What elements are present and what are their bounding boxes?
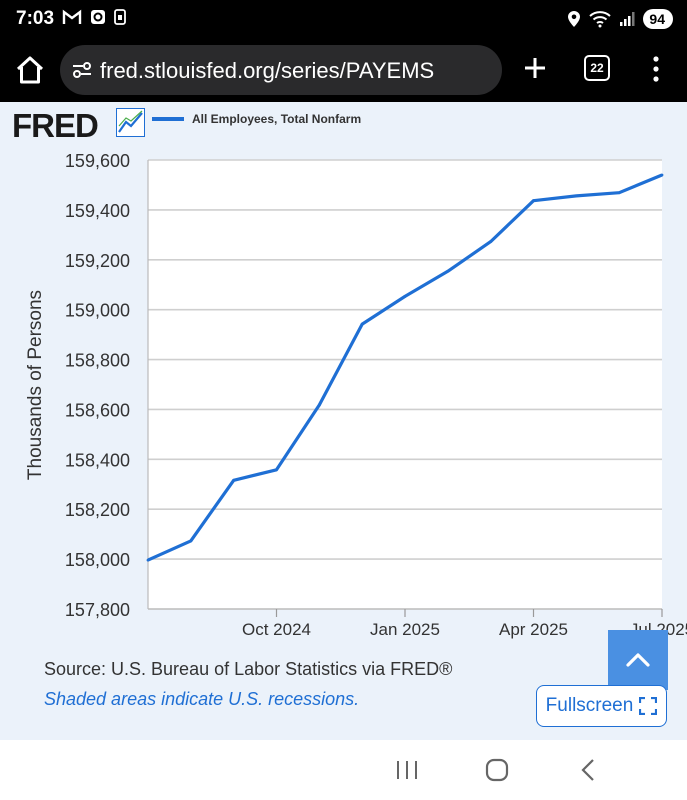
battery-icon: 94 bbox=[643, 9, 673, 29]
wifi-icon bbox=[589, 11, 612, 28]
tab-switcher-button[interactable]: 22 bbox=[584, 55, 610, 81]
data-point bbox=[232, 478, 236, 482]
status-time: 7:03 bbox=[16, 8, 55, 29]
recents-icon[interactable] bbox=[395, 759, 419, 781]
y-tick-label: 157,800 bbox=[65, 600, 130, 620]
data-point bbox=[532, 199, 535, 203]
y-tick-label: 158,600 bbox=[65, 400, 130, 420]
data-point bbox=[360, 322, 364, 326]
system-nav-bar bbox=[0, 740, 687, 800]
fred-logo[interactable]: FRED bbox=[12, 107, 99, 144]
fred-chart-icon bbox=[116, 108, 145, 137]
sim-icon bbox=[114, 9, 126, 25]
signal-icon bbox=[620, 12, 635, 26]
plot-area bbox=[148, 160, 662, 609]
line-chart: 159,600 159,400 159,200 159,000 158,800 158,6… bbox=[25, 151, 687, 639]
new-tab-icon[interactable] bbox=[520, 53, 550, 83]
data-point bbox=[660, 173, 664, 177]
scroll-to-top-button[interactable] bbox=[608, 630, 668, 690]
back-icon[interactable] bbox=[578, 758, 598, 782]
nav-home-icon[interactable] bbox=[485, 758, 509, 782]
y-axis-label: Thousands of Persons bbox=[25, 290, 46, 480]
data-point bbox=[146, 558, 150, 562]
chevron-up-icon bbox=[626, 653, 650, 667]
site-info-icon[interactable] bbox=[70, 58, 94, 82]
data-point bbox=[489, 240, 493, 243]
recession-note: Shaded areas indicate U.S. recessions. bbox=[44, 689, 360, 709]
fullscreen-icon bbox=[639, 697, 658, 715]
x-tick-label: Apr 2025 bbox=[499, 620, 568, 639]
page-content: 159,600 159,400 159,200 159,000 158,800 158,6… bbox=[0, 102, 687, 740]
x-tick-label: Oct 2024 bbox=[242, 620, 311, 639]
fullscreen-button[interactable]: Fullscreen bbox=[536, 685, 667, 727]
data-point bbox=[189, 539, 193, 543]
x-tick-label: Jan 2025 bbox=[370, 620, 440, 639]
y-tick-label: 158,200 bbox=[65, 500, 130, 520]
gmail-icon bbox=[62, 9, 82, 24]
legend-swatch bbox=[152, 117, 184, 121]
browser-toolbar: fred.stlouisfed.org/series/PAYEMS 22 bbox=[0, 38, 687, 102]
axes bbox=[147, 160, 663, 617]
url-text[interactable]: fred.stlouisfed.org/series/PAYEMS bbox=[100, 58, 435, 83]
data-point bbox=[275, 468, 278, 472]
y-tick-label: 158,800 bbox=[65, 351, 130, 371]
y-tick-label: 159,000 bbox=[65, 301, 130, 321]
location-icon bbox=[568, 11, 581, 27]
data-point bbox=[446, 269, 450, 273]
fullscreen-label: Fullscreen bbox=[545, 695, 634, 716]
data-points bbox=[146, 173, 664, 562]
data-point bbox=[403, 295, 407, 298]
y-tick-label: 159,200 bbox=[65, 251, 130, 271]
legend-label: All Employees, Total Nonfarm bbox=[192, 112, 362, 126]
app-notification-icon bbox=[91, 10, 105, 24]
data-point bbox=[617, 191, 621, 195]
y-tick-label: 159,400 bbox=[65, 201, 130, 221]
y-tick-label: 158,400 bbox=[65, 450, 130, 470]
y-tick-label: 159,600 bbox=[65, 151, 130, 171]
home-icon[interactable] bbox=[12, 52, 48, 88]
data-point bbox=[574, 194, 578, 198]
data-point bbox=[317, 403, 321, 407]
y-tick-label: 158,000 bbox=[65, 550, 130, 570]
chart-legend: All Employees, Total Nonfarm bbox=[152, 112, 361, 126]
address-bar[interactable]: fred.stlouisfed.org/series/PAYEMS bbox=[60, 45, 502, 95]
source-note: Source: U.S. Bureau of Labor Statistics … bbox=[44, 659, 453, 679]
more-menu-icon[interactable] bbox=[646, 53, 666, 85]
status-bar: 7:03 94 bbox=[0, 0, 687, 38]
